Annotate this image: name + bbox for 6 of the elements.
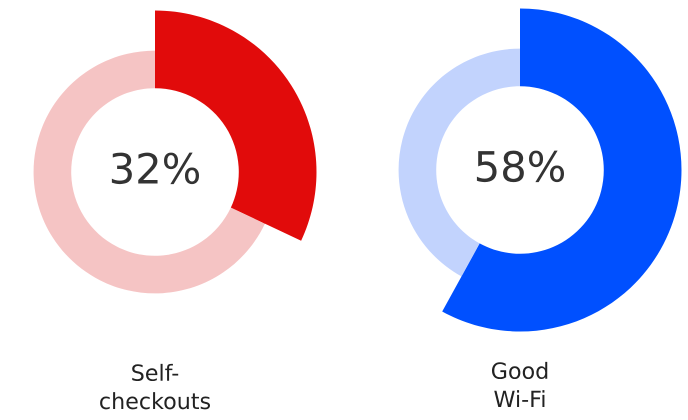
text: Good Wi-Fi bbox=[492, 362, 548, 408]
donut-slice bbox=[462, 48, 642, 292]
data-label: 32% bbox=[112, 152, 200, 184]
text: Self- checkouts bbox=[100, 364, 210, 410]
data-label: 58% bbox=[476, 150, 564, 182]
donut-slice bbox=[34, 50, 265, 294]
